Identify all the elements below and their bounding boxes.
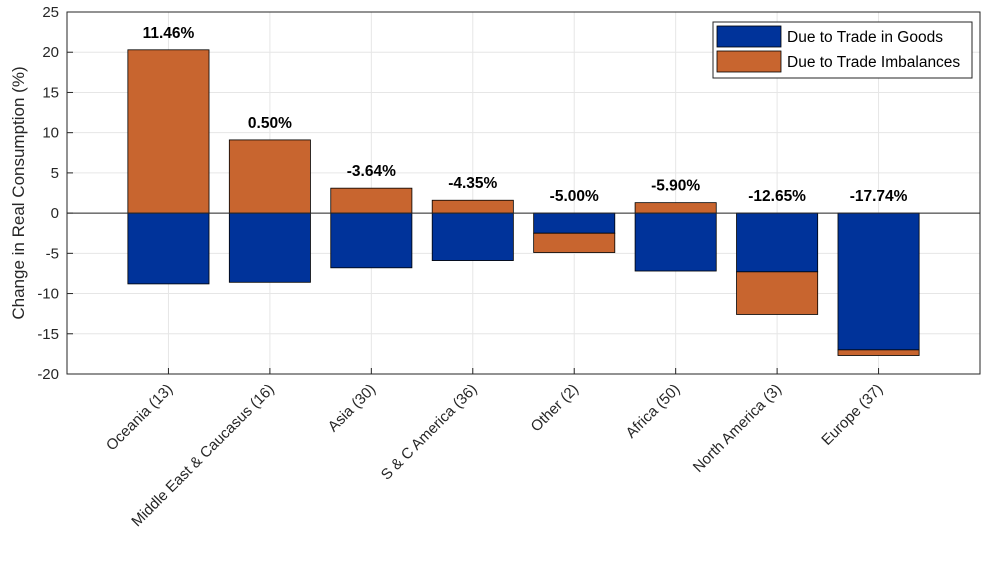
total-label: -12.65% xyxy=(748,188,806,205)
total-label: 0.50% xyxy=(248,115,292,132)
y-tick-label: 5 xyxy=(51,165,59,182)
y-tick-label: -10 xyxy=(37,286,59,303)
bar-trade-in-goods xyxy=(533,212,616,234)
bar-trade-imbalances xyxy=(330,187,413,214)
total-label: -5.00% xyxy=(550,188,599,205)
x-category-label: S & C America (36) xyxy=(378,381,481,484)
total-label: -5.90% xyxy=(651,178,700,195)
y-tick-label: 10 xyxy=(42,125,59,142)
bar-trade-in-goods xyxy=(431,212,514,261)
y-tick-label: -20 xyxy=(37,366,59,383)
legend-label: Due to Trade Imbalances xyxy=(787,54,960,71)
bar-trade-imbalances xyxy=(634,202,717,214)
total-label: 11.46% xyxy=(143,25,195,42)
y-axis-title: Change in Real Consumption (%) xyxy=(9,66,28,319)
legend: Due to Trade in Goods Due to Trade Imbala… xyxy=(712,21,973,79)
bar-trade-in-goods xyxy=(634,212,717,272)
total-label: -4.35% xyxy=(448,175,497,192)
bar-trade-imbalances xyxy=(431,199,514,214)
legend-swatch xyxy=(716,25,782,48)
bar-trade-imbalances xyxy=(736,271,819,315)
y-tick-label: -15 xyxy=(37,326,59,343)
bar-trade-in-goods xyxy=(330,212,413,269)
x-category-label: Europe (37) xyxy=(818,381,886,449)
bar-trade-in-goods xyxy=(736,212,819,273)
x-category-label: Other (2) xyxy=(528,381,582,435)
x-category-label: Asia (30) xyxy=(325,381,379,435)
y-tick-label: 15 xyxy=(42,84,59,101)
bar-trade-imbalances xyxy=(127,49,210,214)
plot-frame xyxy=(66,11,981,375)
bar-trade-imbalances xyxy=(837,349,920,356)
y-tick-label: -5 xyxy=(46,245,59,262)
bar-trade-imbalances xyxy=(533,232,616,253)
bars xyxy=(127,49,920,356)
x-category-label: North America (3) xyxy=(690,381,785,476)
x-category-label: Oceania (13) xyxy=(103,381,176,454)
bar-trade-in-goods xyxy=(837,212,920,351)
bar-trade-in-goods xyxy=(228,212,311,283)
x-axis-labels: Oceania (13)Middle East & Caucasus (16) A… xyxy=(103,368,886,530)
total-label: -17.74% xyxy=(850,188,908,205)
bar-trade-in-goods xyxy=(127,212,210,285)
total-label: -3.64% xyxy=(347,163,396,180)
legend-label: Due to Trade in Goods xyxy=(787,29,943,46)
y-tick-label: 0 xyxy=(51,205,59,222)
total-labels: 11.46% 0.50% -3.64% -4.35% -5.00% -5.90% -12.6… xyxy=(143,25,908,205)
legend-swatch xyxy=(716,50,782,73)
bar-trade-imbalances xyxy=(228,139,311,214)
y-tick-label: 25 xyxy=(42,4,59,21)
y-axis-ticks: -20 -15 -10 -5 0 5 10 15 20 25 xyxy=(37,4,73,383)
y-tick-label: 20 xyxy=(42,44,59,61)
x-category-label: Africa (50) xyxy=(623,381,684,442)
